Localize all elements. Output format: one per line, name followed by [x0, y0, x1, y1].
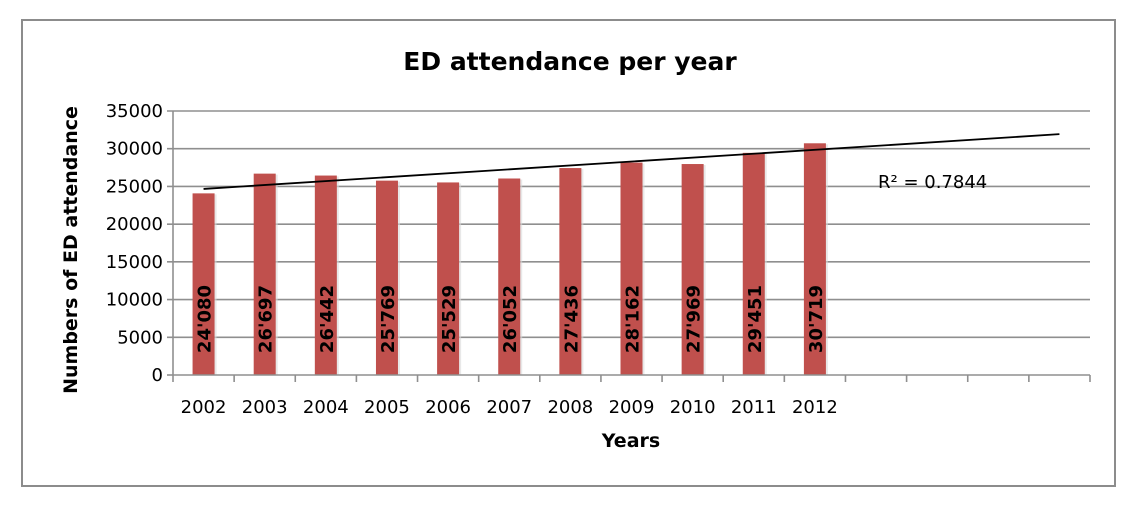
trendline [203, 133, 1060, 190]
bar-data-label: 27'969 [684, 285, 705, 353]
bar-data-label: 30'719 [806, 285, 827, 353]
y-tick-label: 15000 [106, 252, 163, 273]
y-tick-label: 35000 [106, 101, 163, 122]
data-labels: 24'080 26'697 26'442 25'769 25'529 26'052 27'4… [195, 285, 827, 353]
bar [253, 173, 276, 375]
bar [742, 152, 765, 375]
bar-data-label: 25'769 [378, 285, 399, 353]
chart-title: ED attendance per year [403, 47, 737, 76]
x-tick-label: 2003 [242, 397, 288, 418]
bar [314, 175, 337, 375]
bar-data-label: 26'442 [317, 285, 338, 353]
bars [192, 143, 828, 375]
y-tick-label: 10000 [106, 290, 163, 311]
x-tick-labels: 2002 2003 2004 2005 2006 2007 2008 2009 2010 2011… [181, 397, 838, 418]
y-tick-label: 30000 [106, 139, 163, 160]
x-tick-label: 2008 [547, 397, 593, 418]
bar-data-label: 28'162 [623, 285, 644, 353]
x-tick-label: 2002 [181, 397, 227, 418]
bar [498, 178, 521, 375]
x-tick-label: 2004 [303, 397, 349, 418]
bar-data-label: 26'697 [256, 285, 277, 353]
y-tick-label: 20000 [106, 214, 163, 235]
y-axis-title: Numbers of ED attendance [60, 106, 82, 394]
bar-data-label: 27'436 [561, 285, 582, 353]
axes [172, 111, 1091, 382]
bar [620, 162, 643, 375]
bar [192, 193, 215, 375]
r-squared-label: R² = 0.7844 [878, 172, 987, 193]
bar [559, 168, 582, 375]
x-tick-label: 2010 [670, 397, 716, 418]
x-tick-label: 2011 [731, 397, 777, 418]
bar-data-label: 25'529 [439, 285, 460, 353]
x-tick-label: 2012 [792, 397, 838, 418]
x-tick-label: 2005 [364, 397, 410, 418]
y-tick-labels: 0 5000 10000 15000 20000 25000 30000 35000 [106, 101, 163, 386]
bar [803, 143, 826, 375]
bar [375, 180, 398, 375]
y-tick-label: 0 [152, 365, 163, 386]
y-tick-label: 25000 [106, 176, 163, 197]
x-tick-label: 2006 [425, 397, 471, 418]
bar [681, 164, 704, 375]
x-tick-label: 2009 [609, 397, 655, 418]
bar-data-label: 26'052 [500, 285, 521, 353]
y-tick-label: 5000 [117, 327, 163, 348]
bar [437, 182, 460, 375]
bar-data-label: 29'451 [745, 285, 766, 353]
bar-data-label: 24'080 [195, 285, 216, 353]
x-axis-title: Years [601, 430, 660, 452]
x-tick-label: 2007 [486, 397, 532, 418]
